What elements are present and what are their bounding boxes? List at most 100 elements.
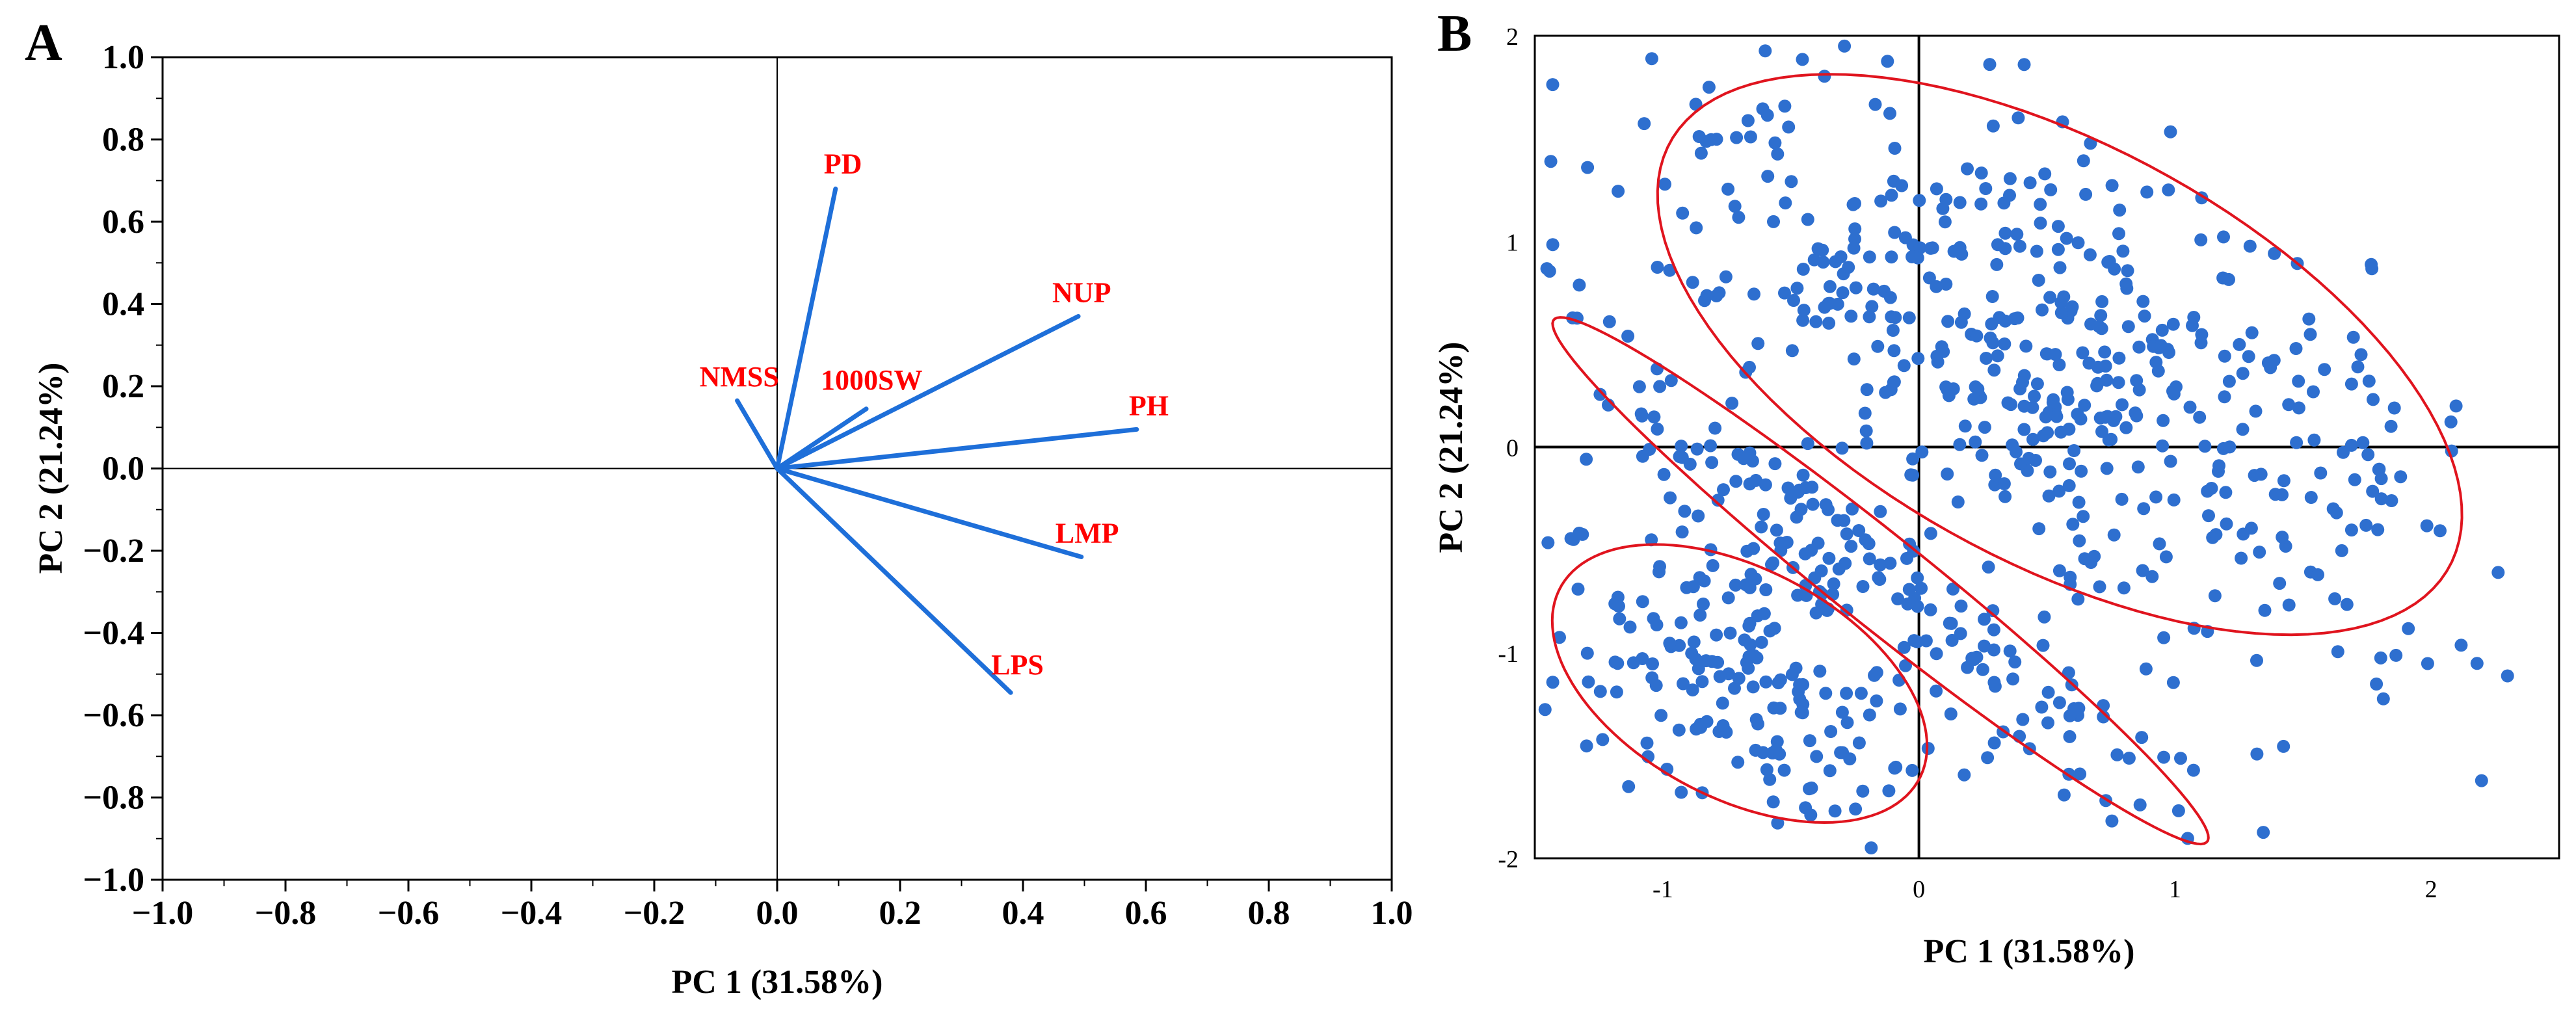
score-point: [2076, 346, 2090, 360]
score-point: [1702, 81, 1716, 94]
panel-a-x-tick-label: −1.0: [132, 895, 194, 932]
score-point: [1689, 652, 1703, 666]
score-point: [1974, 197, 1988, 211]
score-point: [1755, 635, 1768, 649]
score-point: [1763, 772, 1777, 786]
panel-a-x-tick-label: −0.2: [624, 895, 685, 932]
loading-vector-lps: [775, 466, 1013, 695]
score-point: [2164, 125, 2177, 138]
score-point: [1613, 612, 1627, 626]
score-point: [1573, 278, 1586, 292]
score-point: [1915, 445, 1929, 459]
score-point: [2374, 651, 2387, 665]
score-point: [2170, 380, 2183, 393]
score-point: [2307, 385, 2320, 399]
score-point: [2036, 303, 2049, 317]
score-point: [1811, 242, 1825, 256]
score-point: [2302, 312, 2316, 326]
score-point: [1803, 734, 1816, 748]
score-point: [1806, 497, 1820, 511]
score-point: [1768, 457, 1782, 471]
score-point: [1805, 481, 1819, 494]
panel-b-scatter: B -1 0 1 2 2 1 0 -1 -2 PC 1 (31.58%) PC 2 (21.24…: [1433, 5, 2560, 970]
score-point: [1706, 559, 1720, 572]
score-point: [2171, 804, 2185, 817]
score-point: [1767, 215, 1780, 228]
score-point: [1905, 763, 1919, 777]
score-point: [2083, 248, 2097, 261]
score-point: [1849, 802, 1863, 816]
panel-a-y-tick-label: −0.8: [83, 780, 144, 817]
score-point: [2149, 490, 2163, 504]
score-point: [2066, 518, 2080, 531]
score-point: [1852, 736, 1866, 750]
score-point: [1582, 675, 1595, 689]
score-point: [1677, 677, 1690, 691]
score-point: [1866, 282, 1880, 296]
score-point: [1924, 527, 1937, 540]
score-point: [2454, 639, 2468, 652]
score-point: [1742, 619, 1756, 633]
score-point: [2010, 228, 2024, 241]
score-point: [2138, 310, 2151, 323]
score-point: [1759, 675, 1773, 689]
score-point: [2348, 473, 2361, 486]
score-point: [2019, 339, 2033, 353]
score-point: [1991, 349, 2004, 363]
score-point: [1967, 392, 1981, 406]
score-point: [2091, 376, 2105, 390]
score-point: [1543, 265, 1556, 278]
score-point: [2328, 592, 2342, 605]
score-point: [1759, 44, 1772, 58]
score-point: [2202, 509, 2215, 523]
score-point: [1675, 440, 1688, 453]
score-point: [1773, 747, 1786, 761]
vector-label-nmss: NMSS: [700, 361, 779, 393]
score-point: [2047, 393, 2060, 406]
score-point: [2217, 230, 2230, 244]
score-point: [1636, 652, 1649, 665]
score-point: [1581, 161, 1595, 174]
score-point: [1608, 597, 1622, 611]
score-point: [2248, 469, 2261, 482]
score-point: [2212, 459, 2225, 473]
score-point: [2162, 346, 2175, 359]
score-point: [2344, 523, 2358, 537]
score-point: [1883, 291, 1897, 304]
score-point: [1773, 702, 1787, 715]
score-point: [2030, 244, 2043, 258]
score-point: [1678, 505, 1692, 518]
score-point: [2292, 375, 2305, 388]
score-point: [2159, 550, 2173, 564]
score-point: [1760, 109, 1774, 122]
score-point: [2253, 546, 2266, 559]
score-point: [1997, 196, 2011, 210]
score-point: [2273, 577, 2287, 590]
score-point: [1955, 247, 1969, 261]
score-point: [2038, 167, 2052, 181]
score-point: [2119, 421, 2133, 434]
score-point: [2034, 198, 2047, 211]
score-point: [1953, 438, 1967, 451]
score-point: [2116, 244, 2130, 258]
panel-a-x-tick-label: 0.4: [1002, 895, 1044, 932]
score-point: [2475, 774, 2488, 787]
score-point: [1885, 189, 1898, 202]
score-point: [1868, 668, 1881, 682]
score-point: [1749, 743, 1762, 757]
score-point: [1705, 133, 1718, 146]
score-point: [2071, 592, 2085, 606]
score-point: [1698, 294, 1711, 308]
score-point: [1759, 583, 1773, 596]
score-point: [1848, 222, 1862, 235]
score-point: [1911, 352, 1925, 365]
score-point: [2062, 666, 2075, 679]
score-point: [2501, 669, 2514, 683]
score-point: [2250, 747, 2264, 761]
score-point: [2093, 580, 2106, 594]
score-point: [2110, 748, 2124, 761]
score-point: [2402, 622, 2415, 635]
score-point: [2344, 377, 2358, 391]
score-point: [2362, 375, 2376, 388]
score-point: [2157, 631, 2171, 644]
